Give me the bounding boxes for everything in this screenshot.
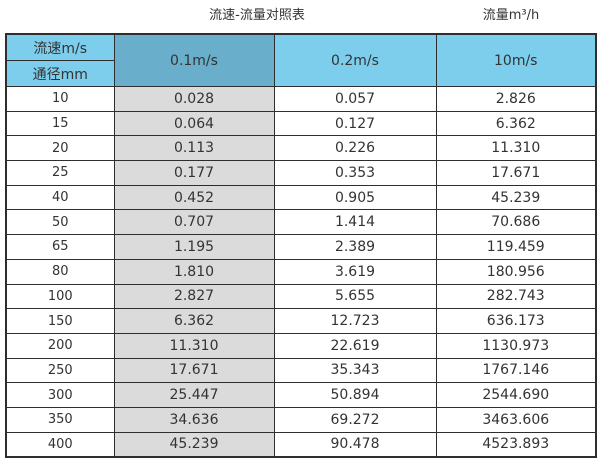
- table-header: 流速m/s 0.1m/s 0.2m/s 10m/s 通径mm: [5, 33, 597, 87]
- diameter-cell: 100: [5, 283, 115, 310]
- flow-value-cell: 0.905: [273, 184, 437, 211]
- diameter-cell: 65: [5, 234, 115, 260]
- flow-value-cell: 22.619: [273, 332, 437, 359]
- flow-value-cell: 50.894: [273, 382, 437, 408]
- flow-value-cell: 0.057: [273, 86, 437, 112]
- table-row: 50 0.707 1.414 70.686: [5, 209, 597, 236]
- table-row: 350 34.636 69.272 3463.606: [5, 406, 597, 433]
- flow-value-cell: 45.239: [113, 431, 275, 458]
- flow-value-cell: 17.671: [113, 357, 275, 384]
- flow-value-cell: 636.173: [435, 308, 597, 334]
- flow-value-cell: 11.310: [113, 332, 275, 359]
- table-row: 200 11.310 22.619 1130.973: [5, 332, 597, 359]
- flow-unit-label: 流量m³/h: [482, 8, 540, 23]
- table-row: 10 0.028 0.057 2.826: [5, 86, 597, 112]
- diameter-cell: 200: [5, 332, 115, 359]
- diameter-cell: 20: [5, 135, 115, 162]
- flow-value-cell: 0.028: [113, 86, 275, 112]
- column-header-0-2ms: 0.2m/s: [273, 33, 437, 87]
- flow-value-cell: 1767.146: [435, 357, 597, 384]
- column-header-10ms: 10m/s: [435, 33, 597, 87]
- table-row: 40 0.452 0.905 45.239: [5, 184, 597, 211]
- flow-value-cell: 25.447: [113, 382, 275, 408]
- flow-value-cell: 180.956: [435, 258, 597, 285]
- table-row: 80 1.810 3.619 180.956: [5, 258, 597, 285]
- corner-diameter-label: 通径mm: [5, 60, 115, 87]
- flow-value-cell: 6.362: [435, 110, 597, 137]
- table-row: 65 1.195 2.389 119.459: [5, 234, 597, 260]
- flow-value-cell: 0.226: [273, 135, 437, 162]
- flow-value-cell: 34.636: [113, 406, 275, 433]
- diameter-cell: 25: [5, 160, 115, 186]
- flow-value-cell: 0.064: [113, 110, 275, 137]
- flow-value-cell: 3463.606: [435, 406, 597, 433]
- flow-value-cell: 119.459: [435, 234, 597, 260]
- table-row: 15 0.064 0.127 6.362: [5, 110, 597, 137]
- flow-value-cell: 45.239: [435, 184, 597, 211]
- table-row: 150 6.362 12.723 636.173: [5, 308, 597, 334]
- flow-value-cell: 0.707: [113, 209, 275, 236]
- diameter-cell: 80: [5, 258, 115, 285]
- flow-rate-table: 流速m/s 0.1m/s 0.2m/s 10m/s 通径mm 10 0.028 0.…: [5, 33, 597, 459]
- flow-value-cell: 70.686: [435, 209, 597, 236]
- flow-value-cell: 0.353: [273, 160, 437, 186]
- flow-value-cell: 1.810: [113, 258, 275, 285]
- flow-value-cell: 282.743: [435, 283, 597, 310]
- diameter-cell: 350: [5, 406, 115, 433]
- flow-value-cell: 1.414: [273, 209, 437, 236]
- flow-value-cell: 5.655: [273, 283, 437, 310]
- diameter-cell: 400: [5, 431, 115, 458]
- flow-value-cell: 11.310: [435, 135, 597, 162]
- diameter-cell: 40: [5, 184, 115, 211]
- table-row: 400 45.239 90.478 4523.893: [5, 431, 597, 458]
- flow-value-cell: 17.671: [435, 160, 597, 186]
- diameter-cell: 50: [5, 209, 115, 236]
- flow-value-cell: 0.452: [113, 184, 275, 211]
- flow-value-cell: 1.195: [113, 234, 275, 260]
- flow-value-cell: 12.723: [273, 308, 437, 334]
- flow-value-cell: 6.362: [113, 308, 275, 334]
- flow-value-cell: 0.177: [113, 160, 275, 186]
- table-row: 20 0.113 0.226 11.310: [5, 135, 597, 162]
- flow-value-cell: 3.619: [273, 258, 437, 285]
- diameter-cell: 300: [5, 382, 115, 408]
- flow-value-cell: 2.827: [113, 283, 275, 310]
- diameter-cell: 15: [5, 110, 115, 137]
- flow-value-cell: 2.389: [273, 234, 437, 260]
- table-title: 流速-流量对照表: [209, 8, 305, 23]
- flow-value-cell: 0.127: [273, 110, 437, 137]
- table-row: 25 0.177 0.353 17.671: [5, 160, 597, 186]
- flow-value-cell: 90.478: [273, 431, 437, 458]
- flow-value-cell: 4523.893: [435, 431, 597, 458]
- flow-value-cell: 1130.973: [435, 332, 597, 359]
- table-row: 100 2.827 5.655 282.743: [5, 283, 597, 310]
- table-body: 10 0.028 0.057 2.826 15 0.064 0.127 6.362 20 0.11…: [5, 86, 597, 458]
- flow-value-cell: 0.113: [113, 135, 275, 162]
- flow-value-cell: 69.272: [273, 406, 437, 433]
- flow-value-cell: 2.826: [435, 86, 597, 112]
- flow-value-cell: 35.343: [273, 357, 437, 384]
- diameter-cell: 10: [5, 86, 115, 112]
- column-header-0-1ms: 0.1m/s: [113, 33, 275, 87]
- diameter-cell: 250: [5, 357, 115, 384]
- table-row: 250 17.671 35.343 1767.146: [5, 357, 597, 384]
- diameter-cell: 150: [5, 308, 115, 334]
- corner-velocity-label: 流速m/s: [5, 33, 115, 61]
- flow-value-cell: 2544.690: [435, 382, 597, 408]
- table-row: 300 25.447 50.894 2544.690: [5, 382, 597, 408]
